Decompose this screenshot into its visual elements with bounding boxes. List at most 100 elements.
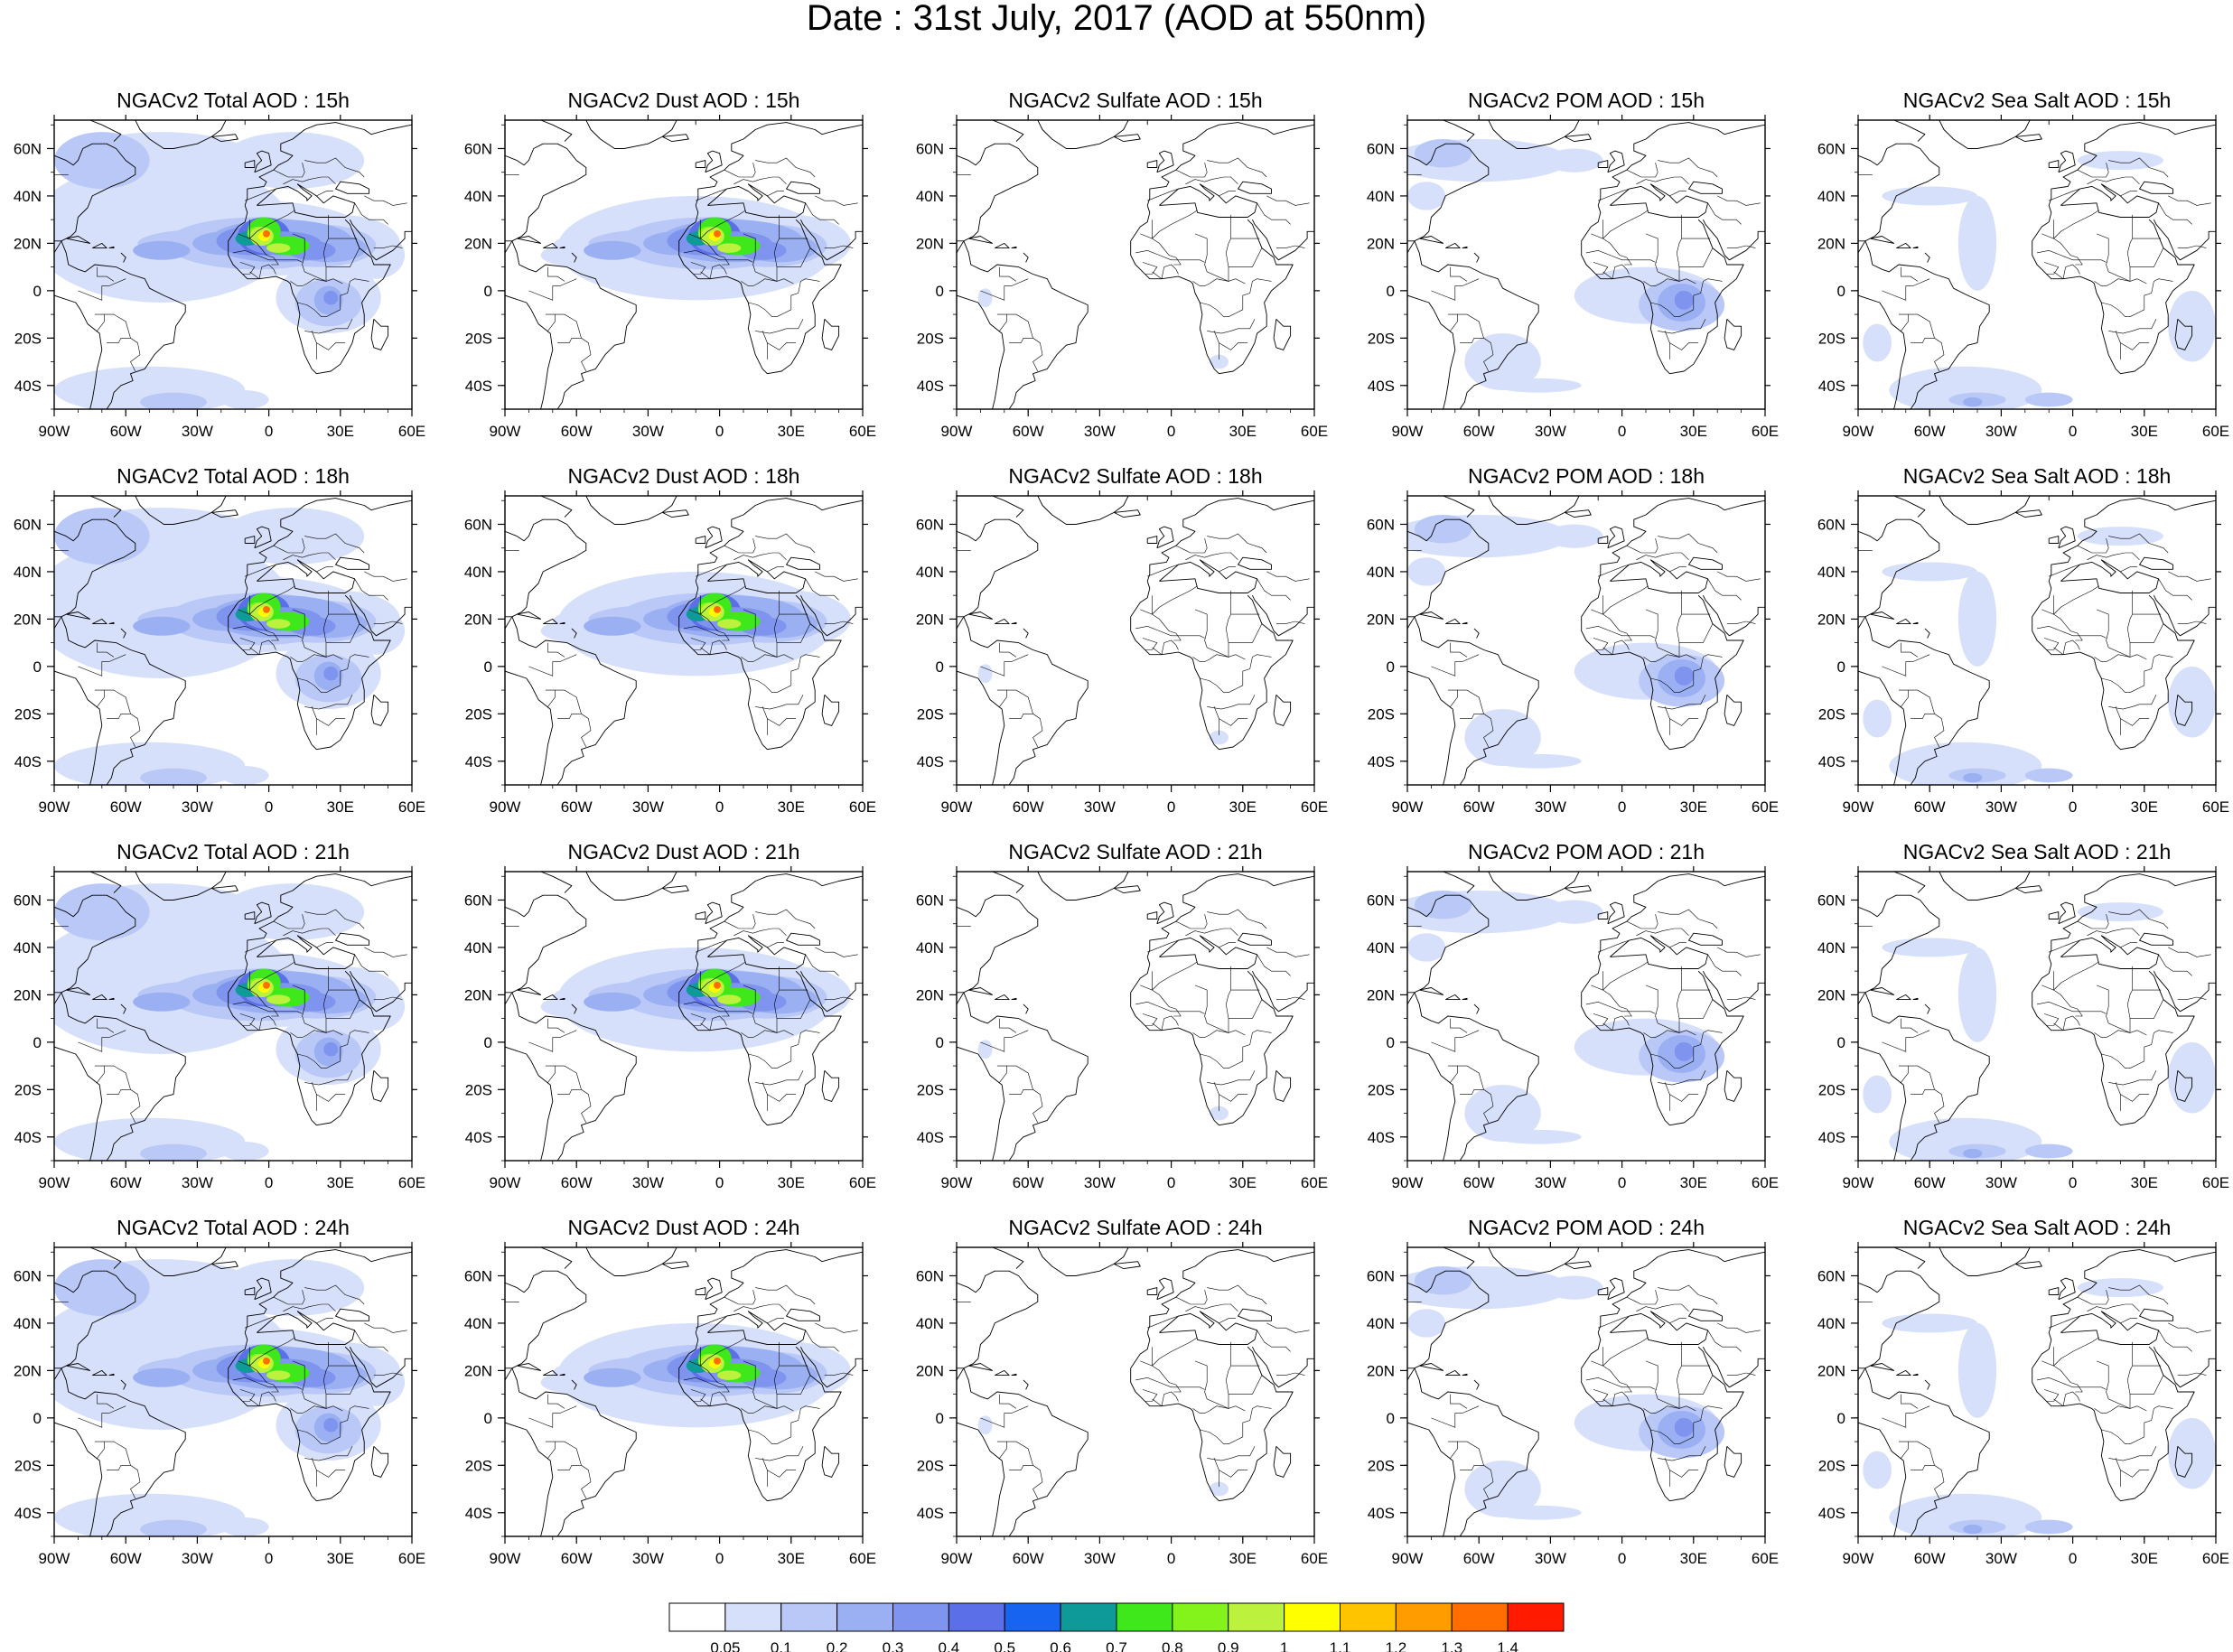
aod-contour — [1414, 514, 1472, 544]
country-border — [97, 642, 115, 658]
country-border — [2177, 245, 2207, 248]
map-panel-1: NGACv2 Total AOD : 15h 90W 60W 30W 0 30E 60E 60… — [14, 89, 425, 440]
country-border — [2101, 1053, 2144, 1069]
x-tick-label: 90W — [1843, 1174, 1874, 1191]
y-tick-label: 20S — [14, 705, 42, 723]
coastline — [1912, 997, 1919, 1001]
country-border — [1911, 338, 1935, 343]
coastline — [571, 1379, 577, 1390]
colorbar-swatch — [1451, 1602, 1509, 1632]
y-tick-label: 60N — [1817, 891, 1845, 909]
x-tick-label: 90W — [39, 423, 70, 440]
aod-contour — [220, 883, 365, 941]
country-border — [761, 706, 768, 735]
y-tick-label: 0 — [1837, 658, 1845, 676]
y-tick-label: 20N — [464, 986, 492, 1003]
country-border — [1152, 647, 1163, 655]
x-tick-label: 90W — [1843, 798, 1874, 816]
y-tick-label: 40N — [14, 188, 42, 205]
country-border — [2049, 564, 2080, 577]
country-border — [767, 1318, 784, 1324]
x-tick-label: 60W — [1914, 1550, 1946, 1567]
country-border — [1213, 706, 1219, 735]
country-border — [340, 654, 369, 686]
coastlines — [1858, 1247, 2216, 1536]
aod-field — [1407, 872, 1765, 1161]
y-tick-label: 0 — [484, 658, 492, 676]
coastline — [695, 498, 863, 582]
country-border — [1431, 1405, 1480, 1428]
aod-contour — [584, 240, 641, 260]
country-border — [1636, 928, 1689, 937]
coastline — [1581, 205, 1744, 375]
colorbar-label: 0.8 — [1162, 1639, 1183, 1652]
country-border — [1593, 1389, 1609, 1402]
country-border — [755, 157, 816, 178]
country-border — [1679, 1375, 1714, 1395]
country-border — [999, 266, 1017, 282]
coastline — [228, 205, 391, 375]
country-border — [1200, 1053, 1243, 1069]
x-tick-label: 60W — [1013, 1174, 1044, 1191]
country-border — [1450, 1018, 1468, 1033]
country-border — [1152, 1022, 1163, 1031]
coastline — [349, 594, 412, 637]
country-border — [441, 966, 489, 981]
coastlines — [957, 872, 1314, 1161]
map-panel-16: NGACv2 Total AOD : 24h 90W 60W 30W 0 30E 60E 60… — [14, 1216, 425, 1567]
x-tick-label: 90W — [941, 423, 973, 440]
country-border — [2144, 1405, 2173, 1437]
coastline — [957, 1046, 1005, 1161]
y-tick-label: 0 — [33, 1034, 42, 1051]
coastline — [1037, 496, 1129, 525]
y-tick-label: 40S — [1368, 753, 1395, 770]
coastline — [2032, 1332, 2195, 1502]
y-tick-label: 40S — [1818, 378, 1845, 395]
coastline — [54, 1367, 186, 1536]
coastline — [54, 1422, 103, 1536]
coastline — [1488, 1247, 1580, 1276]
x-tick-label: 90W — [39, 1550, 70, 1567]
coastline — [2174, 1445, 2193, 1478]
aod-field — [892, 1247, 1314, 1536]
country-border — [290, 278, 343, 286]
coastline — [108, 621, 115, 625]
country-border — [733, 1303, 787, 1312]
x-tick-label: 60W — [1463, 1550, 1495, 1567]
country-border — [239, 1013, 256, 1026]
x-tick-label: 60W — [1013, 798, 1044, 816]
country-border — [273, 1290, 305, 1305]
coastline — [1130, 957, 1294, 1126]
aod-contour — [1963, 1148, 1983, 1159]
aod-contour — [1546, 524, 1603, 548]
aod-contour — [1209, 730, 1229, 745]
aod-contour — [133, 1367, 191, 1387]
coastline — [244, 122, 412, 206]
coastline — [995, 242, 1010, 249]
coastline — [1893, 872, 1926, 893]
x-tick-label: 0 — [265, 423, 273, 440]
country-border — [1658, 1284, 1718, 1305]
coastline — [540, 496, 573, 518]
country-border — [2108, 319, 2157, 334]
aod-contour — [1407, 182, 1446, 210]
country-border — [2130, 247, 2164, 267]
y-tick-label: 20N — [1817, 611, 1845, 628]
x-tick-label: 30W — [1535, 798, 1566, 816]
panel-title: NGACv2 Sea Salt AOD : 21h — [1903, 840, 2172, 863]
coastline — [1607, 150, 1625, 173]
x-tick-label: 30E — [327, 798, 354, 816]
country-border — [690, 1389, 706, 1402]
country-border — [311, 706, 317, 735]
country-border — [1275, 1372, 1305, 1376]
country-border — [892, 1342, 940, 1357]
coastline — [120, 1379, 126, 1390]
country-border — [892, 215, 940, 229]
y-tick-label: 20N — [1817, 1362, 1845, 1379]
y-tick-label: 60N — [916, 891, 944, 909]
country-border — [1717, 1322, 1761, 1333]
y-tick-label: 20N — [14, 1362, 42, 1379]
y-tick-label: 40S — [14, 753, 42, 770]
y-tick-label: 40N — [1817, 564, 1845, 581]
map-frame — [504, 1246, 864, 1537]
